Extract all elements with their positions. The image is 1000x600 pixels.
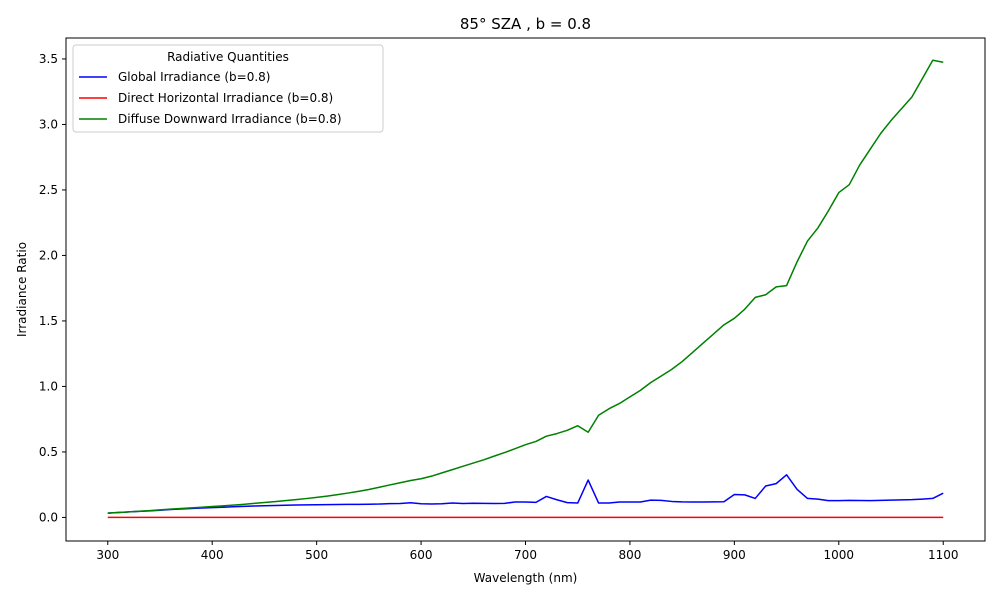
x-tick-label: 1100 — [928, 548, 959, 562]
legend-title: Radiative Quantities — [167, 50, 289, 64]
x-axis-label: Wavelength (nm) — [474, 571, 578, 585]
chart-title: 85° SZA , b = 0.8 — [460, 15, 591, 33]
y-tick-label: 1.5 — [39, 314, 58, 328]
y-tick-label: 1.0 — [39, 379, 58, 393]
y-tick-label: 2.5 — [39, 183, 58, 197]
series-lines — [107, 59, 944, 519]
x-axis: 300 400 500 600 700 800 900 1000 1100 — [96, 541, 959, 562]
y-tick-label: 0.5 — [39, 445, 58, 459]
y-tick-label: 0.0 — [39, 510, 58, 524]
x-tick-label: 700 — [514, 548, 537, 562]
x-tick-label: 400 — [201, 548, 224, 562]
y-tick-label: 3.0 — [39, 117, 58, 131]
y-tick-label: 2.0 — [39, 248, 58, 262]
x-tick-label: 600 — [410, 548, 433, 562]
legend: Radiative Quantities Global Irradiance (… — [72, 44, 384, 133]
legend-box — [72, 44, 384, 133]
x-tick-label: 500 — [305, 548, 328, 562]
x-tick-label: 800 — [618, 548, 641, 562]
x-tick-label: 900 — [723, 548, 746, 562]
legend-label-direct: Direct Horizontal Irradiance (b=0.8) — [118, 91, 333, 105]
x-tick-label: 1000 — [824, 548, 855, 562]
legend-label-global: Global Irradiance (b=0.8) — [118, 70, 270, 84]
global-irradiance-line — [107, 474, 944, 514]
legend-label-diffuse: Diffuse Downward Irradiance (b=0.8) — [118, 112, 342, 126]
diffuse-downward-irradiance-line — [107, 59, 944, 514]
y-axis-label: Irradiance Ratio — [15, 242, 29, 337]
y-tick-label: 3.5 — [39, 52, 58, 66]
x-tick-label: 300 — [96, 548, 119, 562]
y-axis: 0.0 0.5 1.0 1.5 2.0 2.5 3.0 3.5 — [39, 52, 66, 524]
